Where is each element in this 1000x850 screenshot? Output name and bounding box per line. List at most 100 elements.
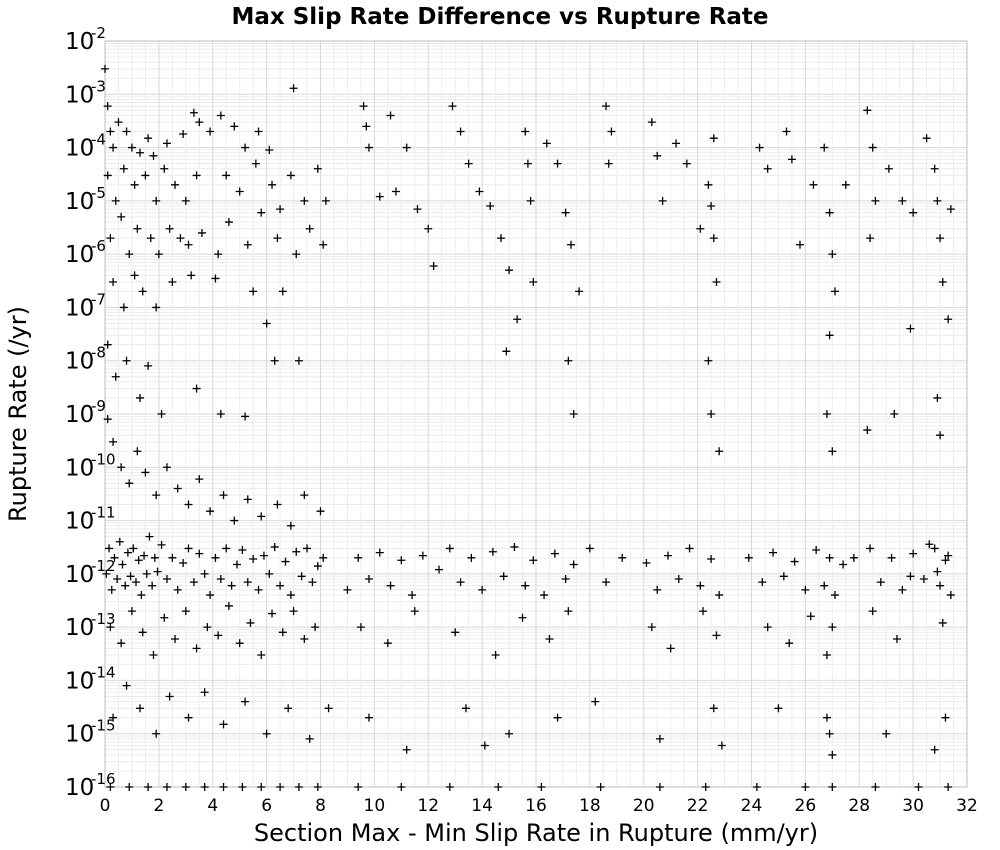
data-point: [257, 651, 266, 660]
data-point: [575, 287, 584, 296]
data-point: [130, 180, 139, 189]
x-tick-label: 24: [741, 796, 763, 816]
data-point: [211, 274, 220, 283]
data-point: [313, 783, 322, 791]
data-point: [496, 234, 505, 243]
data-point: [127, 143, 136, 152]
data-point: [451, 628, 460, 637]
data-point: [319, 553, 328, 562]
y-tick-base: 10: [65, 562, 94, 588]
y-tick-label: 10-16: [65, 770, 116, 801]
data-point: [545, 634, 554, 643]
y-tick-label: 10-9: [65, 397, 106, 428]
data-point: [561, 575, 570, 584]
y-tick-base: 10: [65, 349, 94, 375]
data-point: [243, 495, 252, 504]
data-point: [707, 202, 716, 211]
data-point: [386, 111, 395, 120]
data-point: [232, 560, 241, 569]
data-point: [828, 623, 837, 632]
data-point: [828, 750, 837, 759]
data-point: [157, 410, 166, 418]
data-point: [189, 108, 198, 117]
y-tick-label: 10-5: [65, 184, 106, 215]
data-point: [324, 704, 333, 713]
x-tick-label: 30: [902, 796, 924, 816]
data-point: [222, 171, 231, 180]
data-point: [906, 324, 915, 333]
data-point: [755, 143, 764, 152]
data-point: [117, 212, 126, 221]
data-point: [569, 410, 578, 418]
data-point: [118, 560, 127, 569]
data-point: [286, 521, 295, 530]
data-point: [107, 585, 116, 594]
plot-frame: [104, 40, 968, 788]
data-point: [241, 412, 250, 421]
data-point: [863, 106, 872, 115]
data-point: [820, 143, 829, 152]
data-point: [499, 572, 508, 581]
data-point: [537, 783, 546, 791]
data-point: [111, 372, 120, 381]
data-point: [289, 84, 298, 93]
data-point: [445, 544, 454, 553]
data-point: [203, 623, 212, 632]
data-point: [790, 557, 799, 566]
data-point: [195, 549, 204, 558]
data-point: [930, 544, 939, 553]
data-point: [550, 549, 559, 558]
data-point: [101, 64, 109, 73]
x-tick-label: 26: [795, 796, 817, 816]
data-point: [152, 491, 161, 500]
data-point: [375, 192, 384, 201]
data-point: [699, 607, 708, 616]
data-point: [219, 491, 228, 500]
data-point: [933, 196, 942, 205]
data-point: [111, 196, 120, 205]
data-point: [655, 783, 664, 791]
data-point: [109, 713, 118, 722]
data-point: [801, 585, 810, 594]
data-point: [227, 581, 236, 590]
data-point: [386, 581, 395, 590]
data-point: [316, 507, 325, 516]
data-point: [197, 228, 206, 237]
data-point: [709, 234, 718, 243]
data-point: [763, 164, 772, 173]
data-point: [171, 634, 180, 643]
y-tick-base: 10: [65, 615, 94, 641]
data-point: [292, 250, 301, 259]
data-point: [715, 447, 724, 456]
data-point: [117, 463, 126, 472]
data-point: [362, 122, 371, 131]
data-point: [564, 607, 573, 616]
data-point: [113, 575, 122, 584]
data-point: [149, 651, 158, 660]
x-tick-label: 18: [579, 796, 601, 816]
y-tick-base: 10: [65, 775, 94, 801]
data-point: [138, 287, 147, 296]
y-tick-exponent: -4: [91, 131, 106, 149]
data-point: [136, 148, 145, 157]
data-point: [129, 544, 138, 553]
grid-lines: [104, 40, 968, 788]
data-point: [171, 180, 180, 189]
data-point: [211, 553, 220, 562]
data-point: [289, 607, 298, 616]
data-point: [259, 551, 268, 560]
data-point: [109, 143, 118, 152]
y-tick-exponent: -5: [91, 184, 106, 202]
data-point: [262, 319, 271, 328]
data-point: [887, 553, 896, 562]
data-point: [364, 713, 373, 722]
data-point: [930, 164, 939, 173]
data-point: [795, 240, 804, 249]
data-point: [297, 572, 306, 581]
data-point: [200, 688, 209, 697]
data-point: [596, 783, 605, 791]
data-point: [364, 575, 373, 584]
data-point: [122, 127, 131, 136]
data-point: [300, 634, 309, 643]
